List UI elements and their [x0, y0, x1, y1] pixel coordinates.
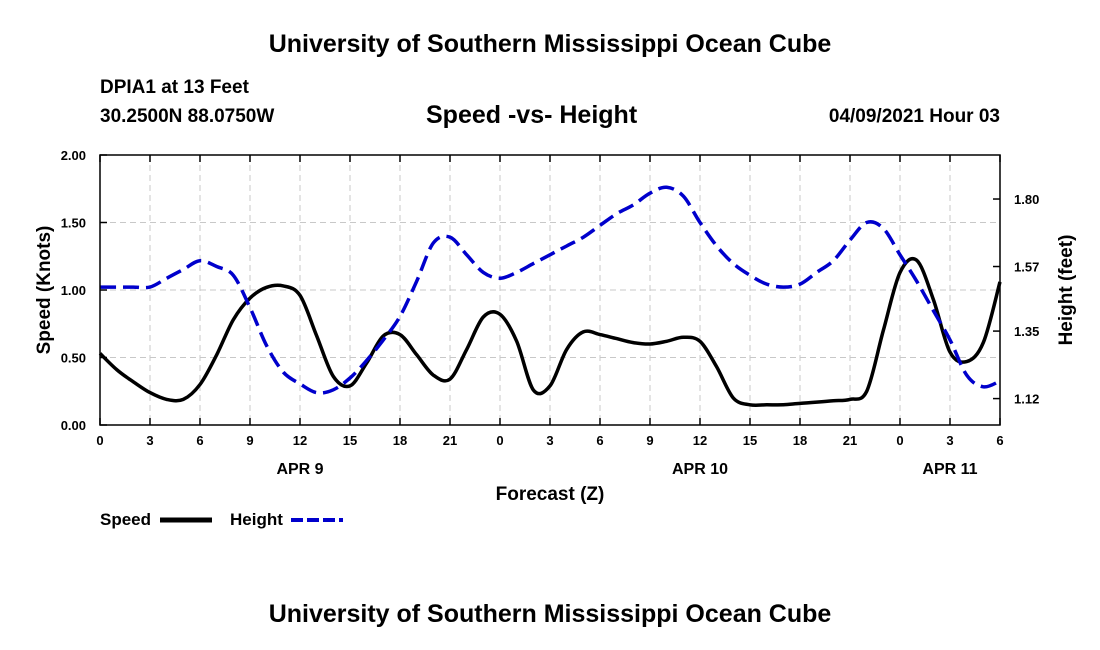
x-tick-label: 18 — [393, 433, 407, 448]
y-tick-label: 1.50 — [61, 216, 86, 231]
x-tick-label: 15 — [743, 433, 757, 448]
station-coordinates: 30.2500N 88.0750W — [100, 106, 275, 127]
y2-tick-label: 1.35 — [1014, 324, 1039, 339]
y-tick-label: 1.00 — [61, 283, 86, 298]
x-tick-label: 9 — [646, 433, 653, 448]
x-tick-label: 12 — [293, 433, 307, 448]
x-tick-label: 3 — [146, 433, 153, 448]
legend-label-speed: Speed — [100, 510, 151, 529]
x-tick-label: 6 — [996, 433, 1003, 448]
series-line-height — [100, 185, 1001, 395]
axes: 0 3 6 9 12 15 18 21 0 3 6 9 12 15 18 21 0 3 6 0.00 0.50 1.00 1… — [61, 148, 1040, 478]
date-label: APR 11 — [922, 461, 977, 478]
x-tick-label: 21 — [443, 433, 457, 448]
x-axis-label: Forecast (Z) — [496, 484, 605, 505]
forecast-datetime: 04/09/2021 Hour 03 — [828, 106, 1000, 127]
x-tick-label: 3 — [946, 433, 953, 448]
series-line-speed — [98, 256, 1002, 408]
y-tick-label: 2.00 — [61, 148, 86, 163]
series-lines — [98, 185, 1002, 408]
y2-tick-label: 1.57 — [1014, 260, 1039, 275]
x-tick-label: 0 — [896, 433, 903, 448]
x-tick-label: 0 — [496, 433, 503, 448]
legend: Speed Height — [100, 510, 343, 529]
x-tick-label: 9 — [246, 433, 253, 448]
chart-title: Speed -vs- Height — [426, 101, 638, 129]
grid-lines — [100, 155, 1000, 425]
y-tick-label: 0.00 — [61, 418, 86, 433]
legend-label-height: Height — [230, 510, 283, 529]
x-tick-label: 12 — [693, 433, 707, 448]
x-tick-label: 6 — [596, 433, 603, 448]
x-tick-label: 15 — [343, 433, 357, 448]
footer-title: University of Southern Mississippi Ocean… — [268, 600, 832, 628]
x-tick-label: 18 — [793, 433, 807, 448]
station-label: DPIA1 at 13 Feet — [100, 77, 249, 98]
y2-tick-label: 1.12 — [1014, 392, 1039, 407]
x-tick-label: 3 — [546, 433, 553, 448]
x-tick-label: 21 — [843, 433, 857, 448]
page-title: University of Southern Mississippi Ocean… — [268, 30, 832, 58]
y-axis-label: Speed (Knots) — [34, 226, 55, 355]
x-tick-label: 6 — [196, 433, 203, 448]
date-label: APR 9 — [276, 461, 323, 478]
y-tick-label: 0.50 — [61, 351, 86, 366]
y2-axis-label: Height (feet) — [1056, 235, 1077, 346]
y2-tick-label: 1.80 — [1014, 192, 1039, 207]
date-label: APR 10 — [672, 461, 728, 478]
x-tick-label: 0 — [96, 433, 103, 448]
